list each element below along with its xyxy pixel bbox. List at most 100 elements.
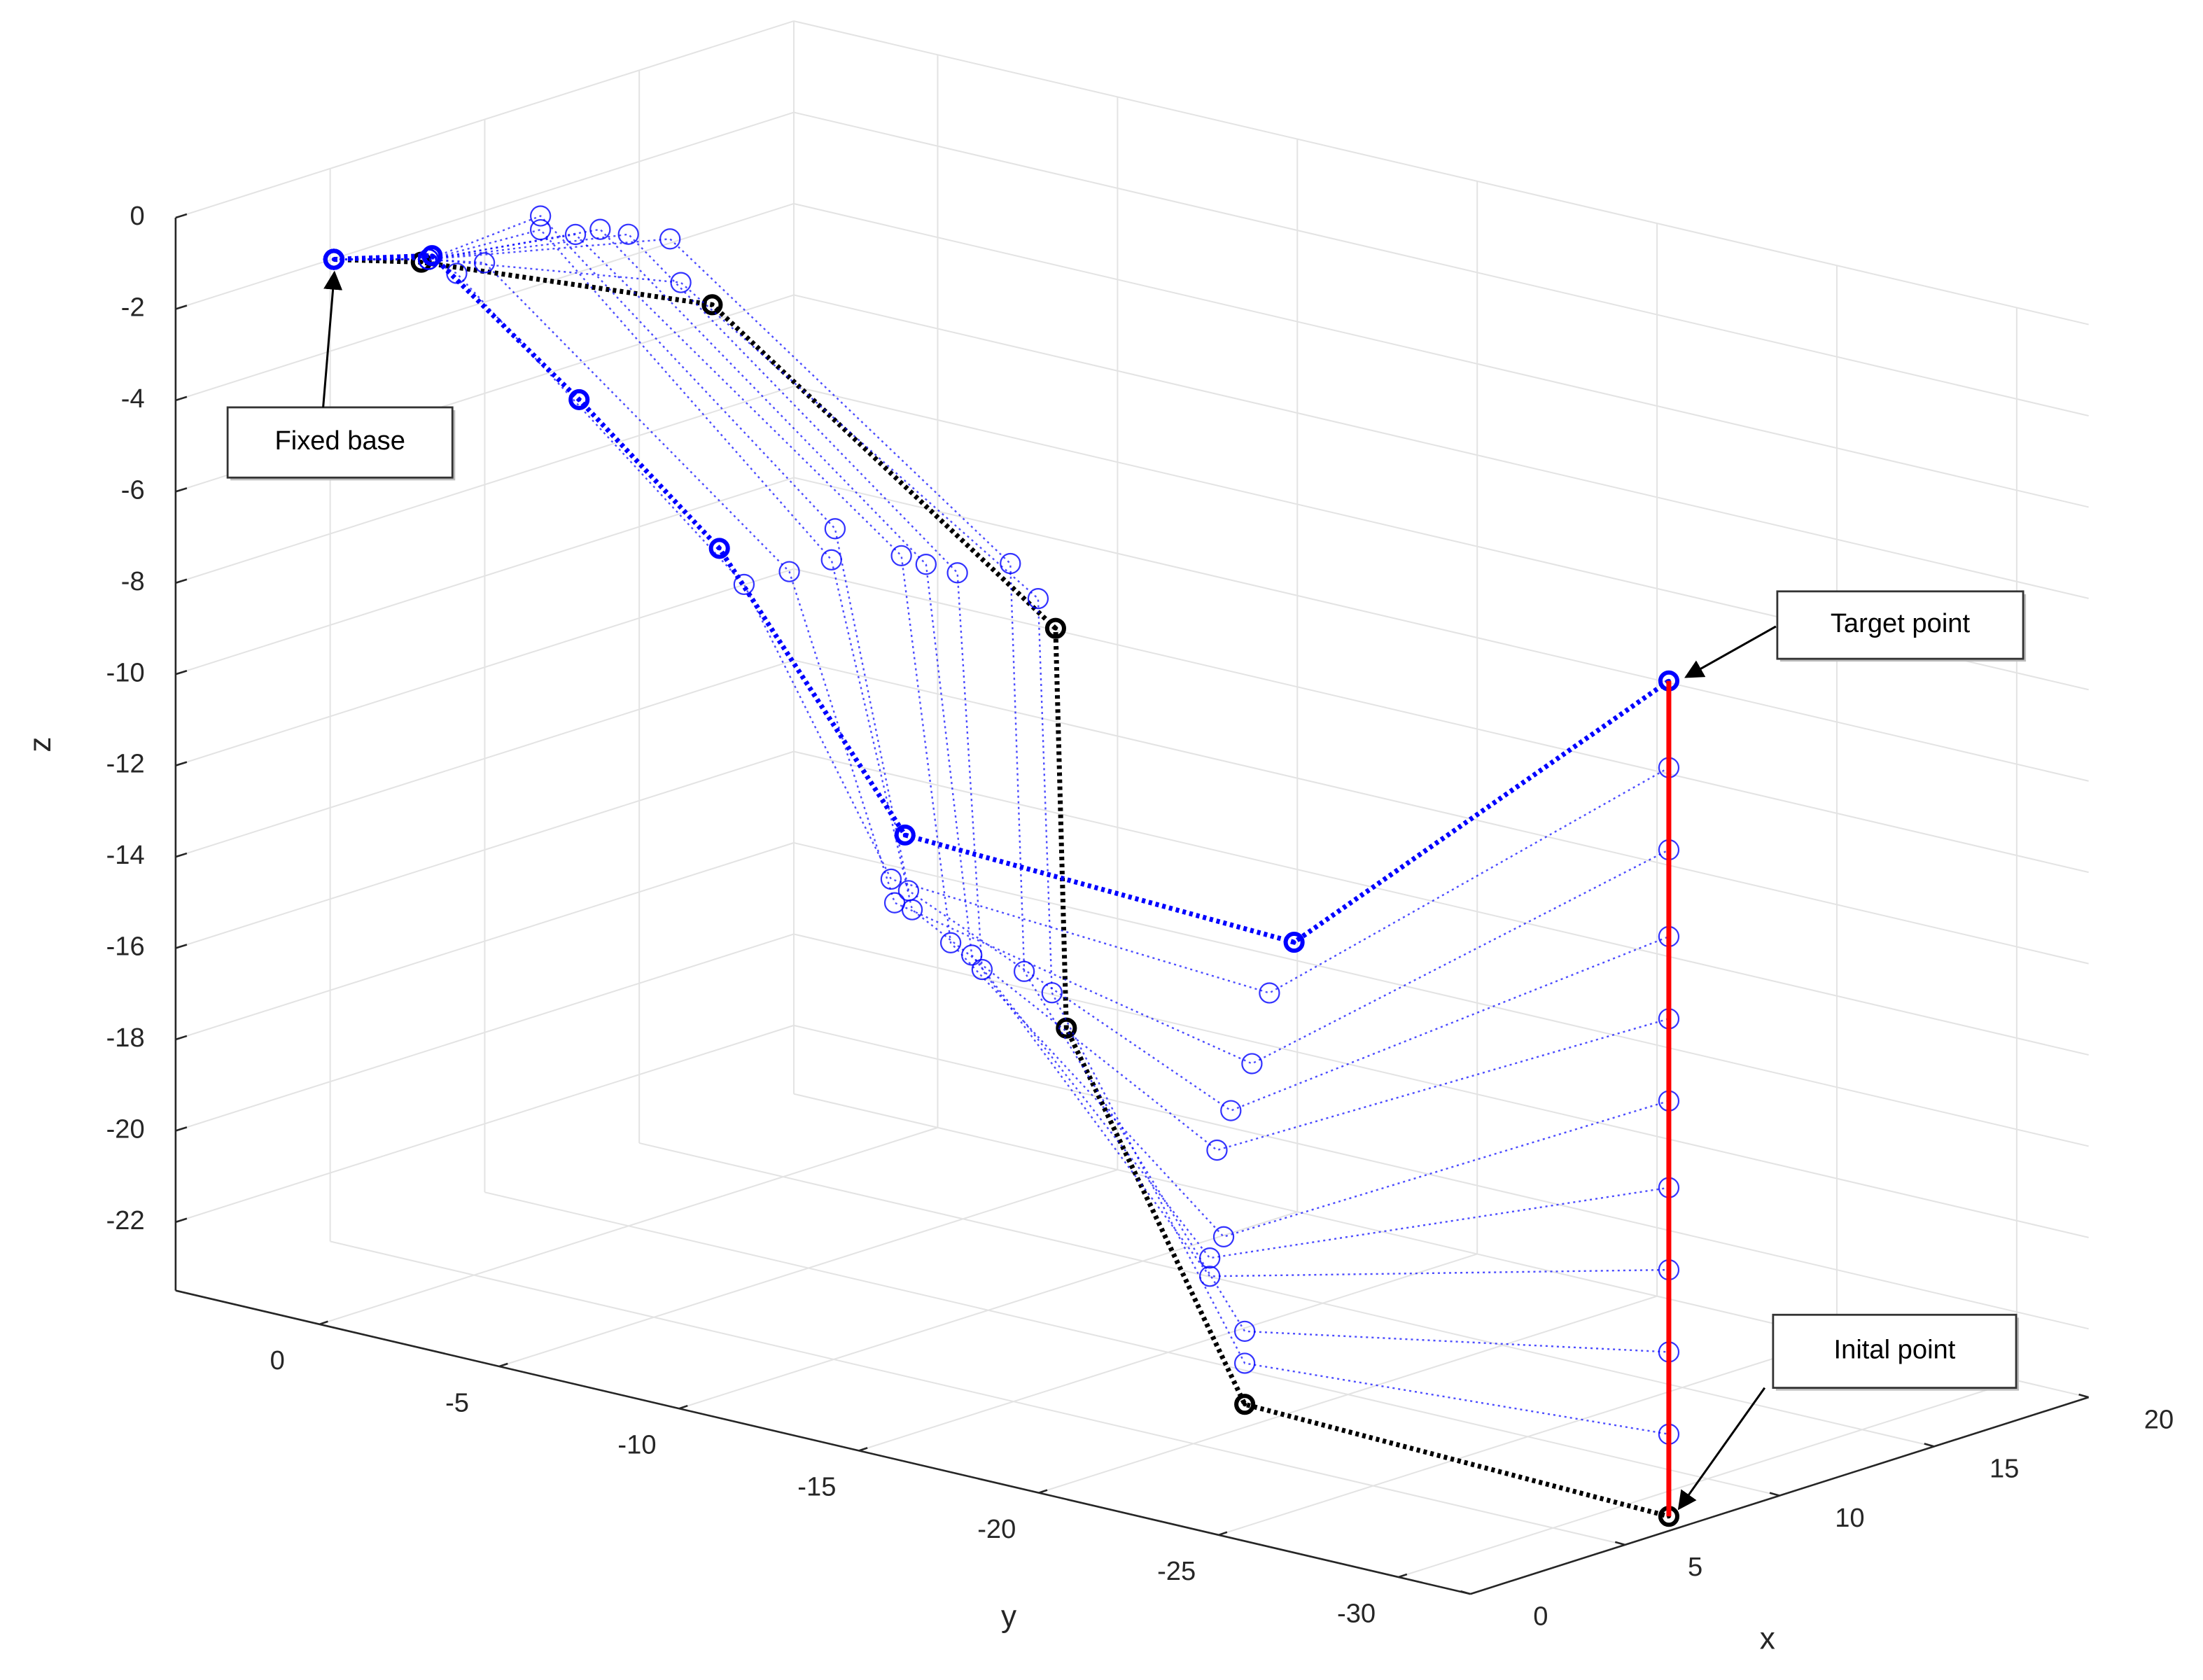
y-tick-label: 0 xyxy=(270,1345,285,1376)
marker xyxy=(1233,1320,1256,1342)
marker xyxy=(1199,1247,1221,1269)
series-line xyxy=(333,258,1670,1436)
marker-dot xyxy=(1064,1026,1069,1030)
grid-line xyxy=(175,568,795,766)
marker xyxy=(568,388,590,410)
marker xyxy=(915,554,937,575)
marker xyxy=(659,228,681,250)
annotation-text: Inital point xyxy=(1834,1335,1956,1365)
annotation-box xyxy=(226,406,454,479)
marker xyxy=(1220,1100,1242,1121)
y-tick xyxy=(858,1447,868,1452)
grid-line xyxy=(793,1024,2089,1330)
z-tick xyxy=(175,304,188,310)
series-line xyxy=(333,228,1670,1259)
marker xyxy=(778,561,800,582)
z-tick-label: -16 xyxy=(106,932,145,962)
grid-line xyxy=(319,1126,938,1325)
z-tick-label: -2 xyxy=(121,293,145,323)
x-tick-label: 20 xyxy=(2144,1404,2174,1434)
grid-line xyxy=(498,1169,1118,1367)
marker xyxy=(323,248,344,270)
z-tick xyxy=(175,487,188,493)
marker xyxy=(824,518,846,540)
marker xyxy=(939,932,962,953)
z-tick xyxy=(175,1217,188,1224)
marker xyxy=(670,272,692,293)
z-tick-label: -10 xyxy=(106,657,145,687)
marker-dot xyxy=(1243,1402,1247,1407)
marker xyxy=(473,252,496,274)
x-tick-label: 0 xyxy=(1533,1601,1548,1631)
grid-line xyxy=(175,933,795,1132)
grid-line xyxy=(1398,1380,2017,1578)
y-tick-label: -15 xyxy=(797,1472,836,1502)
z-axis-label: z xyxy=(23,737,57,752)
x-tick xyxy=(1614,1541,1625,1546)
x-tick xyxy=(1769,1492,1780,1497)
grid-line xyxy=(175,659,795,858)
y-tick xyxy=(498,1362,508,1368)
z-tick xyxy=(175,852,188,858)
marker xyxy=(564,223,587,246)
y-tick-label: -30 xyxy=(1337,1598,1376,1628)
grid-line xyxy=(793,294,2089,599)
annotation-text: Target point xyxy=(1831,608,1971,638)
marker xyxy=(1056,1017,1077,1039)
z-tick xyxy=(175,669,188,676)
y-axis-label: y xyxy=(1001,1599,1016,1633)
annotation-box xyxy=(1776,590,2024,660)
x-tick xyxy=(1924,1443,1935,1448)
marker-dot xyxy=(1053,626,1058,631)
z-tick xyxy=(175,944,188,949)
y-tick xyxy=(1038,1489,1048,1494)
grid-line xyxy=(793,842,2089,1147)
grid-line xyxy=(175,477,795,676)
y-tick xyxy=(678,1404,688,1410)
y-tick xyxy=(1218,1531,1228,1536)
y-tick xyxy=(319,1320,328,1326)
marker xyxy=(1199,1266,1221,1287)
grid-line xyxy=(175,203,795,401)
z-tick-label: -12 xyxy=(106,749,145,779)
x-tick xyxy=(2078,1393,2089,1399)
marker xyxy=(1234,1394,1256,1415)
marker xyxy=(880,868,902,890)
grid-line xyxy=(793,20,2089,326)
grid-line xyxy=(484,1191,1780,1497)
marker xyxy=(1041,982,1063,1004)
z-tick xyxy=(175,578,188,584)
y-tick-label: -5 xyxy=(445,1387,469,1418)
x-axis-label: x xyxy=(1760,1621,1775,1656)
x-tick-label: 15 xyxy=(1989,1454,2019,1484)
z-tick xyxy=(175,761,188,766)
y-axis xyxy=(175,1289,1471,1595)
z-tick-label: -6 xyxy=(121,475,145,505)
x-tick-label: 5 xyxy=(1688,1552,1702,1582)
marker xyxy=(421,245,443,267)
marker-dot xyxy=(430,253,435,258)
z-tick-label: -8 xyxy=(121,566,145,596)
marker xyxy=(1241,1053,1263,1074)
marker xyxy=(1283,932,1305,953)
grid-line xyxy=(175,842,795,1040)
series-line xyxy=(333,258,1670,1065)
grid-line xyxy=(175,750,795,949)
grid-line xyxy=(638,1142,1935,1448)
marker xyxy=(894,824,916,846)
marker xyxy=(883,892,906,913)
x-tick xyxy=(1460,1590,1471,1595)
marker xyxy=(1044,617,1066,639)
marker xyxy=(1027,587,1049,610)
grid-line xyxy=(678,1211,1298,1410)
z-tick-label: -22 xyxy=(106,1205,145,1236)
marker-dot xyxy=(710,302,715,307)
marker xyxy=(1233,1352,1256,1374)
marker xyxy=(708,538,730,559)
marker xyxy=(1259,982,1280,1004)
marker xyxy=(1206,1139,1228,1161)
z-tick xyxy=(175,396,188,402)
